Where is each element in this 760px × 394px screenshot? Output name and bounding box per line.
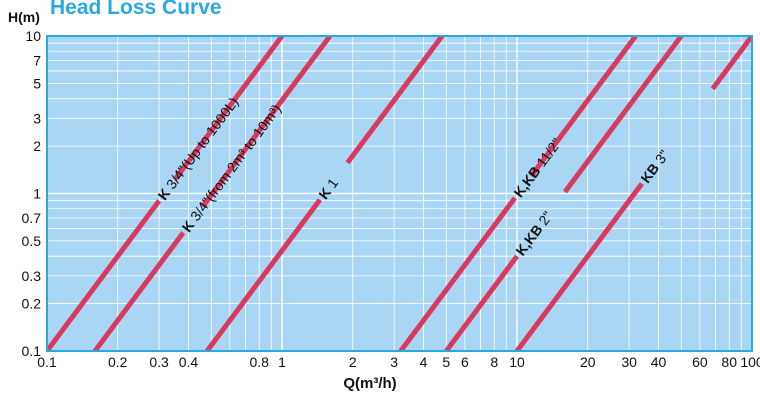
x-tick-label: 20	[580, 354, 596, 370]
series-line	[514, 182, 644, 351]
series-line	[529, 36, 638, 178]
x-tick-label: 2	[349, 354, 357, 370]
y-tick-label: 2	[33, 138, 41, 154]
y-axis-label: H(m)	[8, 9, 40, 25]
x-tick-label: 4	[420, 354, 428, 370]
x-tick-label: 10	[509, 354, 525, 370]
series-line	[710, 36, 752, 91]
x-tick-label: 5	[442, 354, 450, 370]
x-tick-label: 100	[740, 354, 760, 370]
y-tick-label: 0.3	[22, 268, 42, 284]
y-tick-label: 3	[33, 110, 41, 126]
y-tick-label: 0.7	[22, 210, 42, 226]
x-tick-label: 0.8	[249, 354, 269, 370]
chart-title: Head Loss Curve	[50, 0, 222, 19]
series-lines	[47, 36, 752, 351]
y-tick-label: 0.1	[22, 343, 42, 359]
y-tick-label: 7	[33, 52, 41, 68]
x-tick-label: 8	[490, 354, 498, 370]
x-tick-label: 40	[651, 354, 667, 370]
series-line	[562, 36, 684, 194]
x-tick-label: 1	[278, 354, 286, 370]
x-tick-label: 0.1	[37, 354, 57, 370]
series-line	[200, 36, 332, 209]
series-line	[205, 198, 322, 351]
x-tick-label: 80	[721, 354, 737, 370]
series-line	[47, 199, 162, 351]
series-line	[444, 254, 520, 351]
series-line	[398, 196, 517, 351]
series-line	[92, 231, 186, 351]
tick-labels: 0.1 0.2 0.3 0.4 0.8 1 2 3 4 5 6 8 10 20 30 40 60 80 1000.1…	[22, 28, 760, 370]
x-tick-label: 6	[461, 354, 469, 370]
x-tick-label: 30	[621, 354, 637, 370]
y-tick-label: 0.5	[22, 233, 42, 249]
plot-border	[46, 35, 753, 352]
x-axis-label: Q(m³/h)	[343, 375, 396, 392]
y-tick-label: 5	[33, 75, 41, 91]
series-line	[345, 36, 445, 165]
x-tick-label: 0.4	[179, 354, 199, 370]
y-tick-label: 1	[33, 186, 41, 202]
x-tick-label: 0.3	[149, 354, 169, 370]
x-tick-label: 3	[390, 354, 398, 370]
series-line	[172, 36, 285, 182]
x-tick-label: 60	[692, 354, 708, 370]
x-tick-label: 0.2	[108, 354, 128, 370]
y-tick-label: 0.2	[22, 296, 42, 312]
y-tick-label: 10	[25, 28, 41, 44]
